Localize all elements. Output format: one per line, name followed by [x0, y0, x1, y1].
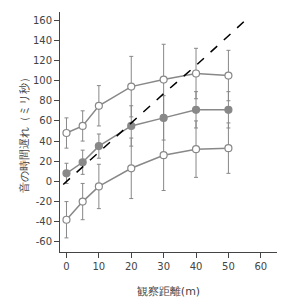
- svg-text:160: 160: [33, 15, 52, 26]
- svg-text:20: 20: [125, 261, 138, 272]
- svg-text:10: 10: [93, 261, 106, 272]
- svg-text:40: 40: [190, 261, 203, 272]
- svg-text:観察距離(m): 観察距離(m): [137, 285, 200, 298]
- svg-text:0: 0: [63, 261, 69, 272]
- svg-text:80: 80: [39, 95, 52, 106]
- svg-text:120: 120: [33, 55, 52, 66]
- svg-text:140: 140: [33, 35, 52, 46]
- svg-text:30: 30: [157, 261, 170, 272]
- svg-text:音の時間遅れ（ミリ秒）: 音の時間遅れ（ミリ秒）: [18, 72, 31, 193]
- svg-text:50: 50: [222, 261, 235, 272]
- svg-text:-40: -40: [36, 216, 52, 227]
- svg-text:-60: -60: [36, 236, 52, 247]
- svg-text:0: 0: [46, 176, 52, 187]
- svg-text:40: 40: [39, 136, 52, 147]
- svg-text:60: 60: [254, 261, 267, 272]
- svg-text:-20: -20: [36, 196, 52, 207]
- svg-text:100: 100: [33, 75, 52, 86]
- svg-text:60: 60: [39, 115, 52, 126]
- svg-text:20: 20: [39, 156, 52, 167]
